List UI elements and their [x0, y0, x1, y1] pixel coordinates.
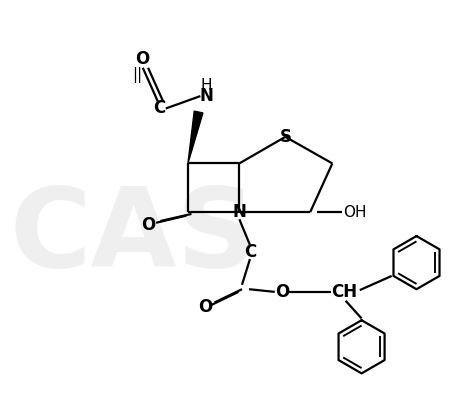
Text: O: O: [141, 217, 155, 234]
Text: OH: OH: [343, 205, 366, 219]
Text: O: O: [275, 283, 289, 301]
Text: N: N: [199, 87, 213, 105]
Text: CH: CH: [331, 283, 357, 301]
Text: C: C: [244, 243, 256, 261]
Text: N: N: [233, 203, 246, 221]
Polygon shape: [188, 111, 203, 164]
Text: ||: ||: [132, 67, 142, 83]
Text: H: H: [201, 78, 212, 93]
Text: C: C: [154, 99, 166, 118]
Text: CAS: CAS: [9, 182, 257, 290]
Text: O: O: [135, 50, 149, 68]
Text: S: S: [279, 128, 291, 146]
Text: O: O: [198, 298, 213, 316]
